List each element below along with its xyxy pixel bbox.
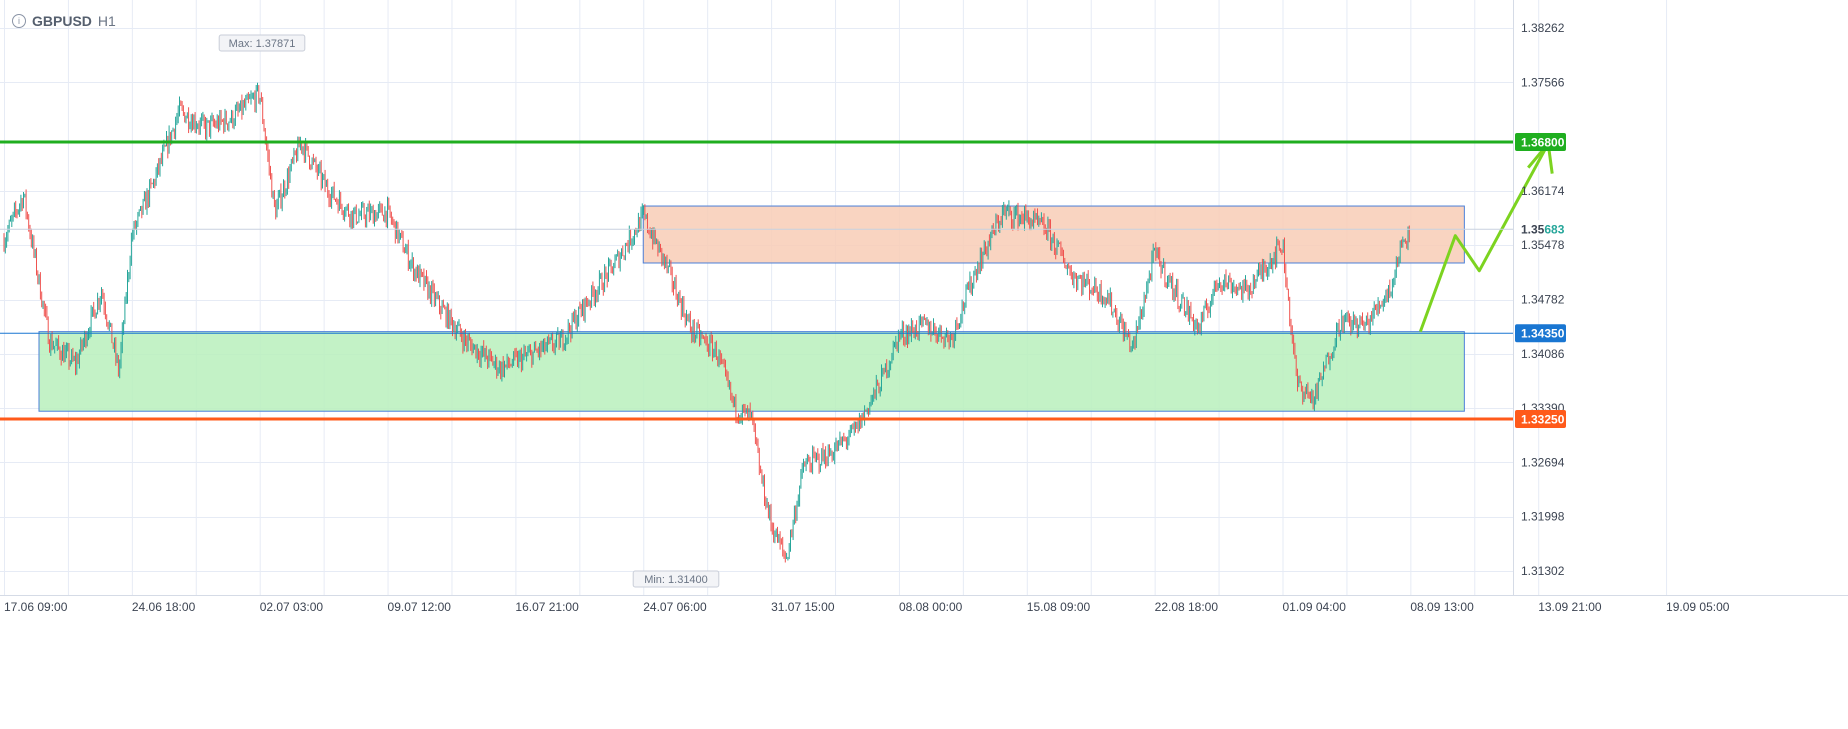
- x-tick-label: 02.07 03:00: [260, 600, 324, 614]
- y-tick-label: 1.36174: [1521, 184, 1565, 198]
- timeframe-label[interactable]: H1: [97, 13, 116, 29]
- y-tick-label: 1.37566: [1521, 75, 1565, 89]
- y-tick-label: 1.34086: [1521, 347, 1565, 361]
- bottom-zone: [38, 331, 1465, 412]
- x-tick-label: 24.07 06:00: [643, 600, 707, 614]
- chart-header: i GBPUSD H1: [12, 13, 116, 29]
- x-tick-label: 08.09 13:00: [1410, 600, 1474, 614]
- x-tick-label: 15.08 09:00: [1027, 600, 1091, 614]
- top-zone: [642, 205, 1465, 264]
- x-tick-label: 08.08 00:00: [899, 600, 963, 614]
- current-price-label: 1.35683: [1521, 223, 1565, 237]
- max-callout-label: Max: 1.37871: [229, 38, 296, 50]
- max-callout-box: [218, 34, 306, 52]
- current-price-minor: 683: [1544, 223, 1564, 237]
- resistance-price-tag: [1515, 133, 1566, 152]
- current-price-tag: [1515, 220, 1566, 239]
- x-tick-label: 19.09 05:00: [1666, 600, 1730, 614]
- middle-price-label: 1.34350: [1521, 327, 1565, 341]
- x-tick-label: 17.06 09:00: [4, 600, 68, 614]
- candles: [3, 82, 1410, 563]
- y-tick-label: 1.38262: [1521, 21, 1565, 35]
- y-tick-label: 1.31998: [1521, 510, 1565, 524]
- info-icon[interactable]: i: [12, 14, 26, 28]
- x-tick-label: 24.06 18:00: [132, 600, 196, 614]
- x-tick-label: 22.08 18:00: [1155, 600, 1219, 614]
- current-price-major: 1.35: [1521, 223, 1545, 237]
- min-callout-box: [632, 570, 720, 588]
- y-tick-label: 1.35478: [1521, 238, 1565, 252]
- y-tick-label: 1.31302: [1521, 564, 1565, 578]
- support-price-tag: [1515, 410, 1566, 429]
- x-tick-label: 09.07 12:00: [388, 600, 452, 614]
- x-tick-label: 01.09 04:00: [1283, 600, 1347, 614]
- x-tick-label: 13.09 21:00: [1538, 600, 1602, 614]
- min-callout-label: Min: 1.31400: [644, 574, 708, 586]
- resistance-price-label: 1.36800: [1521, 136, 1565, 150]
- y-tick-label: 1.32694: [1521, 455, 1565, 469]
- grid-lines: [0, 0, 1668, 595]
- projection-arrow: [1418, 142, 1550, 333]
- support-price-label: 1.33250: [1521, 413, 1565, 427]
- middle-price-tag: [1515, 324, 1566, 343]
- x-tick-label: 16.07 21:00: [515, 600, 579, 614]
- symbol-label: GBPUSD: [32, 13, 92, 29]
- y-tick-label: 1.34782: [1521, 293, 1565, 307]
- x-tick-label: 31.07 15:00: [771, 600, 835, 614]
